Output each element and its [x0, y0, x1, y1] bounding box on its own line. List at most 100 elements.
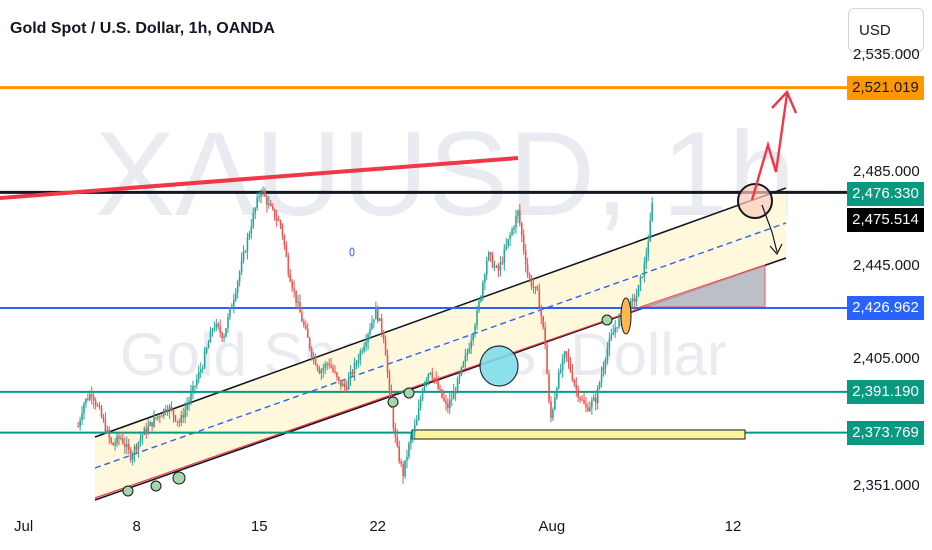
- pullback-arrow[interactable]: [761, 204, 778, 253]
- candle: [129, 447, 132, 463]
- candle: [299, 294, 301, 313]
- support-box[interactable]: [411, 429, 746, 440]
- candle: [155, 416, 157, 421]
- candle-body: [299, 301, 301, 313]
- candle-body: [643, 263, 646, 277]
- candle-body: [431, 372, 434, 379]
- bullish-projection-arrow[interactable]: [750, 93, 789, 201]
- candle: [447, 398, 449, 413]
- rising-channel[interactable]: [95, 188, 786, 500]
- candle-body: [412, 432, 414, 437]
- candle: [340, 380, 342, 391]
- touch-circle-1[interactable]: [122, 485, 134, 497]
- candle: [485, 256, 488, 281]
- candle-body: [347, 378, 350, 390]
- candle-body: [396, 436, 399, 446]
- candle-body: [213, 327, 216, 330]
- candle: [542, 315, 544, 330]
- touch-circle-5[interactable]: [403, 387, 415, 399]
- candle: [532, 278, 535, 294]
- candle-body: [81, 413, 83, 421]
- y-tick-label: 2,485.000: [853, 163, 920, 180]
- candle: [402, 461, 404, 484]
- candle: [213, 321, 216, 332]
- orange-touch-ellipse[interactable]: [620, 297, 632, 335]
- candle: [305, 320, 307, 330]
- candle-body: [314, 356, 317, 365]
- candle: [343, 379, 346, 392]
- candle: [277, 215, 280, 222]
- candle-body: [320, 370, 323, 374]
- candle: [583, 391, 585, 405]
- candle: [122, 432, 124, 445]
- candle: [497, 263, 500, 278]
- big-touch-ellipse[interactable]: [479, 345, 519, 387]
- candle-body: [334, 371, 336, 373]
- candle-body: [400, 461, 402, 464]
- candle: [166, 404, 169, 416]
- candle: [190, 385, 192, 406]
- x-tick-label: 15: [250, 518, 268, 535]
- candle-body: [361, 351, 364, 353]
- candle-body: [122, 438, 124, 444]
- candle: [223, 333, 225, 343]
- candle: [425, 377, 428, 387]
- candle: [244, 249, 247, 253]
- candle: [252, 207, 255, 229]
- candle-body: [223, 336, 225, 339]
- candle: [248, 230, 251, 241]
- candle-body: [538, 289, 541, 308]
- candle-body: [112, 442, 114, 446]
- candle-body: [273, 208, 276, 218]
- candle-body: [250, 226, 253, 234]
- candle-body: [435, 379, 437, 381]
- candle: [229, 306, 231, 321]
- candle: [273, 208, 276, 221]
- candle-body: [190, 392, 192, 401]
- candle: [445, 394, 447, 411]
- candle-body: [209, 331, 212, 343]
- candle: [386, 349, 389, 379]
- candle-body: [641, 276, 644, 278]
- candles: [77, 186, 653, 484]
- candle-body: [589, 407, 591, 412]
- candle: [454, 386, 457, 402]
- pullback-arrow-head[interactable]: [769, 243, 783, 256]
- touch-circle-2[interactable]: [150, 480, 162, 492]
- candle-body: [610, 335, 613, 340]
- candle-body: [540, 307, 543, 317]
- candle-body: [413, 425, 416, 433]
- candle: [519, 204, 521, 227]
- x-tick-label: Jul: [14, 518, 34, 535]
- candle: [269, 200, 272, 207]
- candle: [172, 408, 175, 423]
- candle-body: [480, 296, 482, 302]
- candle-body: [647, 241, 650, 255]
- candle-body: [606, 348, 609, 360]
- candle-body: [460, 366, 463, 375]
- touch-circle-3[interactable]: [172, 471, 186, 485]
- candle-body: [110, 437, 113, 443]
- candle: [283, 233, 286, 251]
- candle-body: [297, 301, 299, 303]
- candle: [468, 342, 471, 355]
- candle-body: [376, 307, 379, 321]
- touch-circle-4[interactable]: [387, 396, 399, 408]
- candle-body: [159, 416, 161, 418]
- candle-body: [289, 274, 292, 282]
- candle-body: [188, 400, 190, 406]
- red-trendline[interactable]: [0, 156, 519, 200]
- bullish-arrow-head[interactable]: [771, 89, 798, 114]
- channel-upper-line[interactable]: [94, 187, 787, 438]
- channel-midline[interactable]: [94, 222, 787, 469]
- blue-small-ellipse[interactable]: [349, 247, 355, 257]
- currency-button[interactable]: USD: [848, 8, 924, 52]
- candle: [392, 405, 395, 432]
- candle: [534, 286, 537, 295]
- candle: [334, 365, 336, 375]
- touch-circle-6[interactable]: [601, 314, 613, 326]
- candle-body: [330, 365, 332, 368]
- candle-body: [577, 388, 580, 398]
- candle: [433, 377, 436, 385]
